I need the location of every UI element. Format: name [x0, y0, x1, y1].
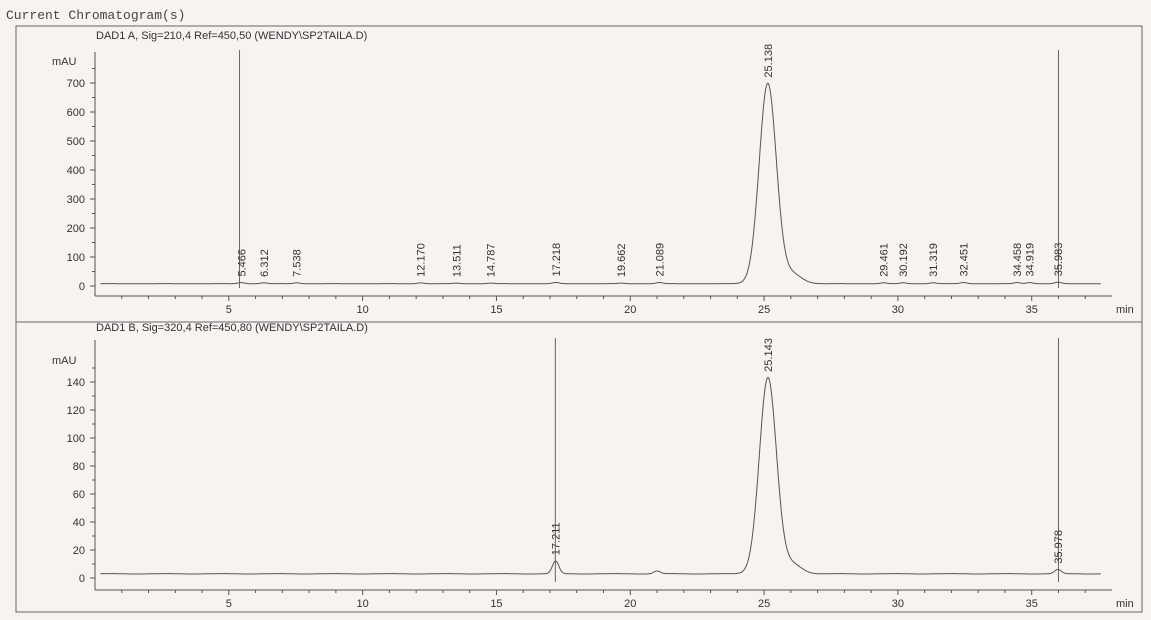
peak-label: 17.211 [551, 522, 563, 555]
x-tick-label: 5 [226, 598, 232, 610]
x-tick-label: 20 [624, 304, 636, 316]
y-tick-label: 600 [67, 107, 85, 119]
y-tick-label: 300 [67, 194, 85, 206]
page-title: Current Chromatogram(s) [6, 8, 186, 23]
chromatogram-trace [100, 376, 1101, 575]
peak-label: 17.218 [551, 243, 563, 277]
y-tick-label: 0 [79, 573, 85, 585]
y-tick-label: 40 [73, 517, 85, 529]
y-tick-label: 20 [73, 545, 85, 557]
y-axis-label: mAU [52, 56, 77, 68]
y-tick-label: 200 [67, 223, 85, 235]
y-tick-label: 100 [67, 433, 85, 445]
peak-label: 12.170 [416, 243, 428, 277]
peak-label: 29.461 [878, 243, 890, 277]
y-tick-label: 400 [67, 165, 85, 177]
y-tick-label: 0 [79, 281, 85, 293]
y-tick-label: 60 [73, 489, 85, 501]
peak-label: 25.138 [763, 44, 775, 78]
x-tick-label: 25 [758, 304, 770, 316]
y-axis-label: mAU [52, 355, 77, 367]
x-tick-label: 5 [226, 304, 232, 316]
chromatogram-trace [100, 82, 1101, 285]
peak-label: 14.787 [486, 243, 498, 277]
x-tick-label: 25 [758, 598, 770, 610]
x-tick-label: 15 [490, 598, 502, 610]
y-tick-label: 120 [67, 405, 85, 417]
y-tick-label: 100 [67, 252, 85, 264]
peak-label: 21.089 [654, 243, 666, 277]
peak-label: 35.978 [1053, 530, 1065, 564]
peak-label: 34.458 [1012, 243, 1024, 277]
x-tick-label: 30 [892, 304, 904, 316]
x-axis-label: min [1116, 598, 1134, 610]
y-tick-label: 80 [73, 461, 85, 473]
peak-label: 32.451 [958, 243, 970, 277]
peak-label: 6.312 [259, 249, 271, 277]
x-tick-label: 10 [357, 304, 369, 316]
y-tick-label: 700 [67, 78, 85, 90]
y-tick-label: 140 [67, 377, 85, 389]
y-tick-label: 500 [67, 136, 85, 148]
x-axis-label: min [1116, 304, 1134, 316]
figure-frame [15, 25, 1143, 613]
signal-title-2: DAD1 B, Sig=320,4 Ref=450,80 (WENDY\SP2T… [96, 322, 368, 334]
peak-label: 35.983 [1053, 243, 1065, 277]
peak-label: 5.466 [236, 249, 248, 277]
peak-label: 31.319 [928, 243, 940, 277]
signal-title-1: DAD1 A, Sig=210,4 Ref=450,50 (WENDY\SP2T… [96, 30, 367, 42]
peak-label: 7.538 [292, 249, 304, 277]
x-tick-label: 10 [357, 598, 369, 610]
x-tick-label: 15 [490, 304, 502, 316]
peak-label: 13.511 [452, 244, 464, 277]
x-tick-label: 20 [624, 598, 636, 610]
x-tick-label: 35 [1026, 598, 1038, 610]
peak-label: 34.919 [1025, 243, 1037, 277]
peak-label: 19.662 [616, 243, 628, 277]
peak-label: 25.143 [763, 338, 775, 372]
x-tick-label: 35 [1026, 304, 1038, 316]
x-tick-label: 30 [892, 598, 904, 610]
peak-label: 30.192 [898, 243, 910, 277]
